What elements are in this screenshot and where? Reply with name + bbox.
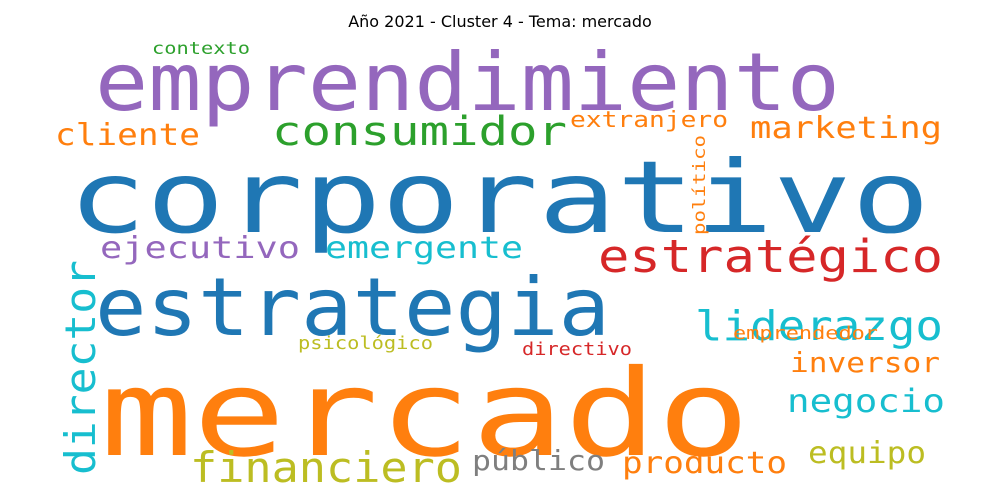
word-23: político xyxy=(690,135,710,235)
word-10: marketing xyxy=(750,111,942,146)
word-4: estratégico xyxy=(598,230,943,283)
word-2: emprendimiento xyxy=(95,36,840,129)
word-19: emprendedor xyxy=(733,323,878,344)
word-6: liderazgo xyxy=(695,302,943,350)
word-0: corporativo xyxy=(68,139,930,256)
word-13: cliente xyxy=(55,118,200,153)
word-21: directivo xyxy=(522,339,632,360)
word-20: psicológico xyxy=(298,333,433,354)
word-11: ejecutivo xyxy=(100,231,300,266)
word-14: inversor xyxy=(790,346,940,379)
word-12: emergente xyxy=(325,231,523,266)
word-18: extranjero xyxy=(570,108,728,133)
word-15: equipo xyxy=(808,436,926,471)
word-8: financiero xyxy=(190,443,462,492)
word-7: director xyxy=(56,260,105,475)
word-9: negocio xyxy=(787,382,945,420)
word-22: contexto xyxy=(152,39,250,59)
word-5: consumidor xyxy=(272,109,567,155)
word-16: producto xyxy=(622,446,787,481)
word-1: mercado xyxy=(100,345,750,484)
word-17: público xyxy=(472,444,605,477)
chart-title: Año 2021 - Cluster 4 - Tema: mercado xyxy=(348,12,652,31)
word-3: estrategia xyxy=(95,261,610,354)
